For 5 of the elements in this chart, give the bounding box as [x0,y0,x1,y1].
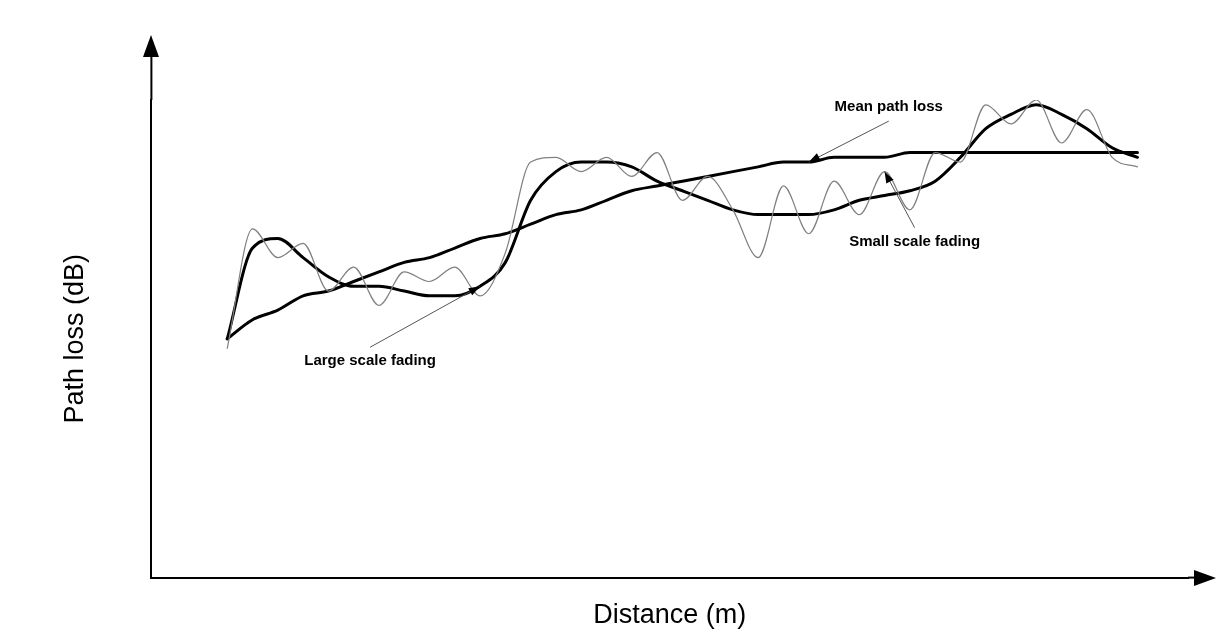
x-axis-title: Distance (m) [593,599,747,630]
text: Mean path loss [834,97,943,115]
y-axis-title: Path loss (dB) [58,254,89,424]
series-label: Small scale fading [849,231,981,249]
text: Large scale fading [304,351,436,369]
